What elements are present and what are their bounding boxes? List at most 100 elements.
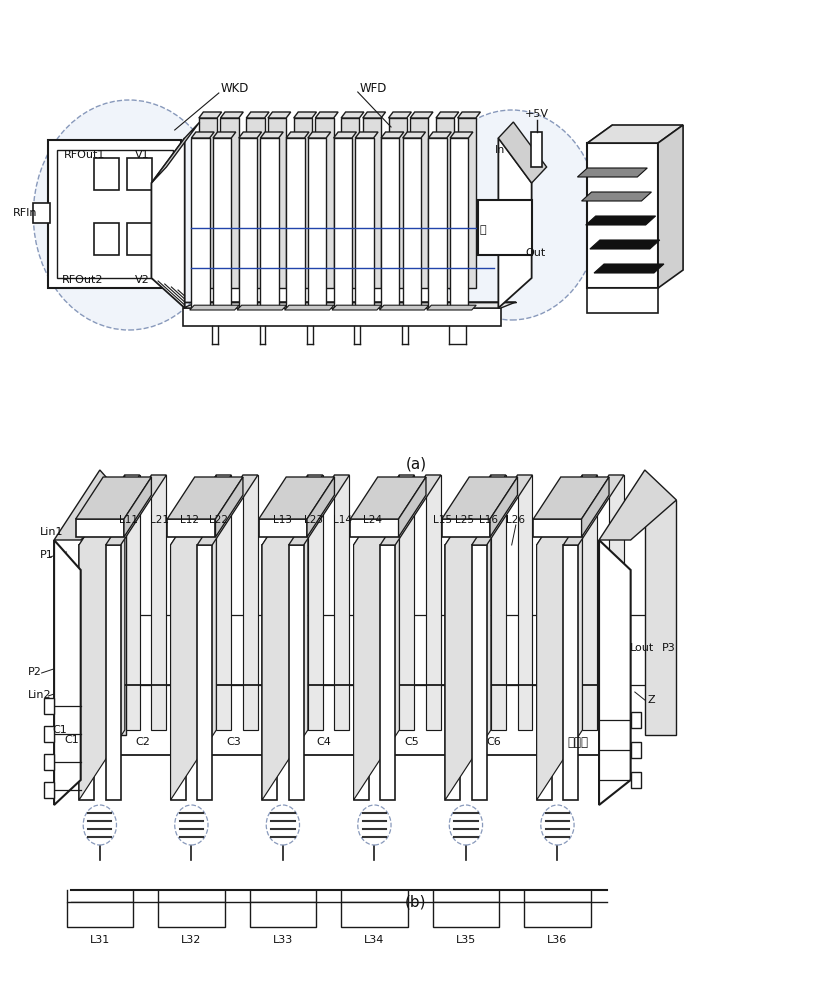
Polygon shape bbox=[79, 545, 94, 800]
Text: L25: L25 bbox=[455, 515, 473, 525]
Polygon shape bbox=[381, 138, 399, 308]
Text: P2: P2 bbox=[27, 667, 42, 677]
Polygon shape bbox=[427, 305, 476, 310]
Text: L11: L11 bbox=[120, 515, 138, 525]
Polygon shape bbox=[426, 475, 441, 730]
Polygon shape bbox=[450, 132, 473, 138]
Polygon shape bbox=[286, 132, 309, 138]
Polygon shape bbox=[334, 475, 349, 730]
Bar bbox=[127, 158, 152, 190]
Polygon shape bbox=[167, 519, 215, 537]
Bar bbox=[44, 698, 54, 714]
Polygon shape bbox=[587, 125, 612, 288]
Polygon shape bbox=[355, 138, 374, 308]
Polygon shape bbox=[243, 475, 258, 730]
Polygon shape bbox=[428, 138, 447, 308]
Polygon shape bbox=[285, 305, 334, 310]
Text: L32: L32 bbox=[181, 935, 201, 945]
Polygon shape bbox=[490, 477, 518, 537]
Polygon shape bbox=[582, 477, 609, 537]
Text: In: In bbox=[495, 145, 505, 155]
Polygon shape bbox=[399, 475, 414, 730]
Text: L16: L16 bbox=[479, 515, 498, 525]
Text: (a): (a) bbox=[405, 456, 427, 472]
Polygon shape bbox=[76, 519, 124, 537]
Polygon shape bbox=[582, 475, 597, 730]
Polygon shape bbox=[445, 475, 491, 800]
Polygon shape bbox=[533, 519, 582, 537]
Polygon shape bbox=[262, 475, 323, 545]
Polygon shape bbox=[458, 112, 480, 118]
Polygon shape bbox=[100, 500, 126, 735]
Polygon shape bbox=[363, 118, 381, 288]
Polygon shape bbox=[587, 125, 683, 143]
Text: Out: Out bbox=[526, 248, 546, 258]
Text: L33: L33 bbox=[273, 935, 293, 945]
Polygon shape bbox=[399, 477, 426, 537]
Polygon shape bbox=[582, 192, 651, 201]
Text: 空: 空 bbox=[479, 225, 486, 235]
Polygon shape bbox=[79, 475, 125, 800]
Polygon shape bbox=[537, 475, 597, 545]
Polygon shape bbox=[289, 475, 349, 545]
Polygon shape bbox=[491, 475, 506, 730]
Polygon shape bbox=[183, 308, 501, 326]
Circle shape bbox=[424, 110, 599, 320]
Text: C5: C5 bbox=[404, 737, 419, 747]
Polygon shape bbox=[537, 475, 582, 800]
Text: WKD: WKD bbox=[220, 82, 249, 95]
Polygon shape bbox=[216, 475, 231, 730]
Bar bbox=[127, 223, 152, 255]
Circle shape bbox=[175, 805, 208, 845]
Polygon shape bbox=[599, 540, 631, 805]
Text: L13: L13 bbox=[274, 515, 292, 525]
Polygon shape bbox=[220, 112, 243, 118]
Polygon shape bbox=[594, 264, 664, 273]
Polygon shape bbox=[260, 132, 283, 138]
Polygon shape bbox=[151, 475, 166, 730]
Bar bbox=[48, 140, 181, 288]
Polygon shape bbox=[410, 118, 428, 288]
Text: RFIn: RFIn bbox=[12, 208, 37, 218]
Polygon shape bbox=[183, 302, 516, 308]
Polygon shape bbox=[587, 143, 658, 288]
Polygon shape bbox=[315, 112, 338, 118]
Polygon shape bbox=[341, 118, 359, 288]
Polygon shape bbox=[171, 475, 216, 800]
Text: P3: P3 bbox=[661, 643, 676, 653]
Bar bbox=[531, 132, 542, 167]
Polygon shape bbox=[472, 475, 532, 545]
Polygon shape bbox=[590, 240, 660, 249]
Polygon shape bbox=[380, 475, 441, 545]
Polygon shape bbox=[262, 545, 277, 800]
Polygon shape bbox=[191, 132, 214, 138]
Text: L35: L35 bbox=[456, 935, 476, 945]
Polygon shape bbox=[403, 138, 421, 308]
Text: (b): (b) bbox=[405, 894, 427, 910]
Text: L15: L15 bbox=[433, 515, 452, 525]
Polygon shape bbox=[472, 545, 487, 800]
Polygon shape bbox=[294, 112, 316, 118]
Polygon shape bbox=[537, 545, 552, 800]
Polygon shape bbox=[403, 132, 425, 138]
Text: L36: L36 bbox=[547, 935, 567, 945]
Polygon shape bbox=[67, 902, 133, 927]
Polygon shape bbox=[215, 477, 243, 537]
Text: +5V: +5V bbox=[525, 109, 548, 119]
Polygon shape bbox=[563, 475, 624, 545]
Polygon shape bbox=[442, 477, 518, 519]
Polygon shape bbox=[250, 902, 316, 927]
Polygon shape bbox=[658, 125, 683, 288]
Polygon shape bbox=[354, 475, 414, 545]
Polygon shape bbox=[220, 118, 239, 288]
Bar bbox=[44, 726, 54, 742]
Polygon shape bbox=[315, 118, 334, 288]
Polygon shape bbox=[54, 470, 126, 540]
Text: L22: L22 bbox=[210, 515, 228, 525]
Polygon shape bbox=[167, 477, 243, 519]
Text: V2: V2 bbox=[135, 275, 150, 285]
Polygon shape bbox=[350, 477, 426, 519]
Polygon shape bbox=[199, 112, 221, 118]
Polygon shape bbox=[350, 519, 399, 537]
Polygon shape bbox=[334, 132, 356, 138]
